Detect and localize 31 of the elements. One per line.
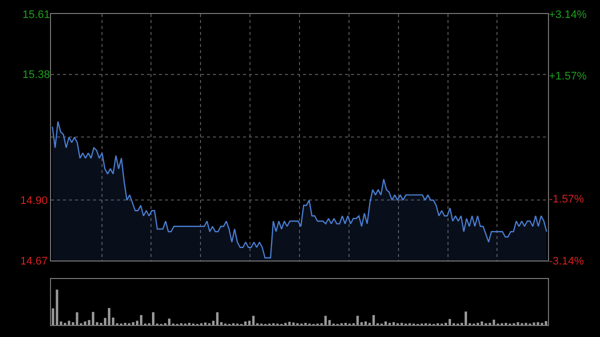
bar xyxy=(464,312,468,325)
bar xyxy=(324,316,327,325)
bar xyxy=(492,320,496,325)
bar xyxy=(356,316,359,325)
bar xyxy=(516,322,520,325)
bar xyxy=(328,320,331,325)
bar xyxy=(84,321,86,325)
bar xyxy=(132,322,134,325)
y-tick-label: 14.67 xyxy=(20,255,48,268)
bar xyxy=(384,321,387,325)
y2-tick-label: -3.14% xyxy=(549,255,584,268)
bar xyxy=(92,312,94,325)
y2-tick-label: -1.57% xyxy=(549,194,584,206)
bar xyxy=(448,318,451,325)
bar xyxy=(252,316,255,325)
y2-tick-label: +1.57% xyxy=(549,70,587,82)
y-tick-label: 15.61 xyxy=(22,8,50,21)
bar xyxy=(168,318,170,325)
bar xyxy=(364,321,367,325)
bar xyxy=(244,321,247,325)
bar xyxy=(372,315,375,325)
bar xyxy=(108,308,110,325)
bar xyxy=(152,312,154,325)
y2-tick-label: +3.14% xyxy=(549,8,587,21)
y-tick-label: 14.90 xyxy=(20,195,48,208)
bar xyxy=(216,312,219,325)
bar xyxy=(140,315,142,325)
bar xyxy=(480,321,484,325)
y-tick-label: 15.38 xyxy=(22,69,50,82)
bar xyxy=(76,312,78,325)
bar xyxy=(392,322,395,325)
